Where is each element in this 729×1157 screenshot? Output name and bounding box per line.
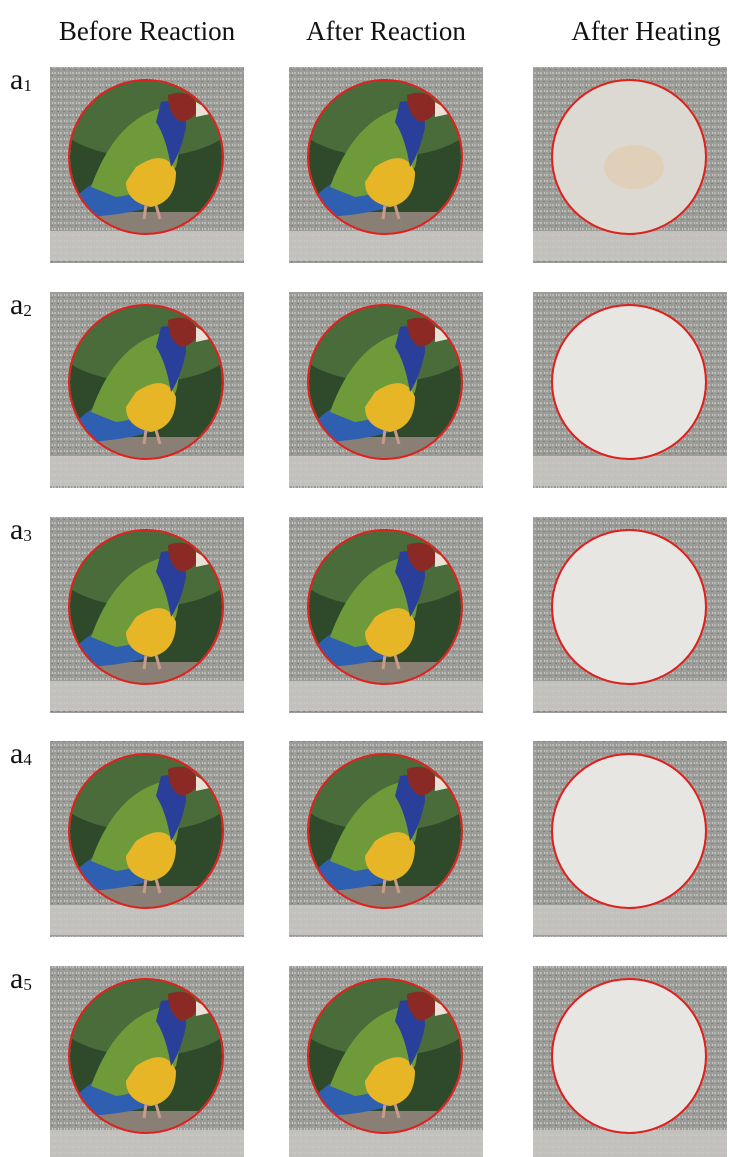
row-letter: a: [10, 63, 23, 96]
slide-base: [533, 456, 727, 486]
heated-disc: [553, 306, 705, 458]
sample-photo: [289, 517, 483, 713]
row-subscript: 5: [23, 975, 32, 994]
sample-photo: [50, 966, 244, 1157]
heated-disc: [553, 980, 705, 1132]
slide-base: [50, 456, 244, 486]
row-subscript: 4: [23, 750, 32, 769]
sample-photo: [289, 292, 483, 488]
sample-photo: [289, 741, 483, 937]
slide-base: [50, 905, 244, 935]
slide-base: [289, 1130, 483, 1157]
sample-photo: [533, 292, 727, 488]
slide-base: [533, 1130, 727, 1157]
figure: Before Reaction After Reaction After Heati…: [0, 0, 729, 1157]
row-label: a2: [10, 288, 32, 321]
slide-base: [533, 681, 727, 711]
slide-base: [289, 681, 483, 711]
heated-disc: [553, 755, 705, 907]
row-label: a4: [10, 737, 32, 770]
slide-base: [289, 456, 483, 486]
heated-disc: [553, 531, 705, 683]
row-letter: a: [10, 513, 23, 546]
sample-photo: [533, 966, 727, 1157]
column-header: Before Reaction: [59, 16, 236, 46]
slide-base: [50, 231, 244, 261]
row-subscript: 1: [23, 76, 32, 95]
row-label: a3: [10, 513, 32, 546]
row-label: a5: [10, 962, 32, 995]
row-subscript: 2: [23, 301, 32, 320]
sample-photo: [533, 741, 727, 937]
sample-photo: [533, 67, 727, 263]
row-letter: a: [10, 962, 23, 995]
row-letter: a: [10, 737, 23, 770]
slide-base: [50, 1130, 244, 1157]
column-header: After Heating: [571, 16, 720, 46]
slide-base: [533, 231, 727, 261]
sample-photo: [50, 517, 244, 713]
slide-base: [533, 905, 727, 935]
row-label: a1: [10, 63, 32, 96]
slide-base: [50, 681, 244, 711]
sample-photo: [289, 966, 483, 1157]
sample-photo: [289, 67, 483, 263]
row-letter: a: [10, 288, 23, 321]
sample-photo: [50, 292, 244, 488]
faint-bird: [604, 145, 664, 189]
column-header: After Reaction: [306, 16, 466, 46]
slide-base: [289, 905, 483, 935]
sample-photo: [50, 67, 244, 263]
slide-base: [289, 231, 483, 261]
row-subscript: 3: [23, 526, 32, 545]
sample-photo: [50, 741, 244, 937]
sample-photo: [533, 517, 727, 713]
